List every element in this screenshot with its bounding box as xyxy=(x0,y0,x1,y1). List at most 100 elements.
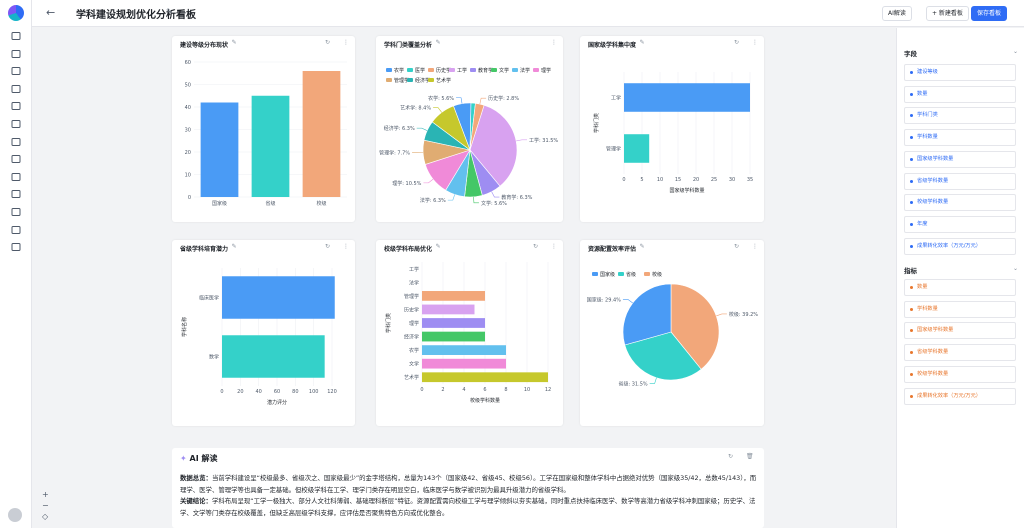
metric-field[interactable]: 校级学科数量 xyxy=(904,365,1016,383)
edit-chart-icon[interactable]: ✎ xyxy=(639,243,645,250)
bar[interactable] xyxy=(422,372,548,383)
bar[interactable] xyxy=(422,291,485,301)
bar[interactable] xyxy=(422,331,485,342)
bar[interactable] xyxy=(624,83,750,112)
delete-icon[interactable]: 🗑 xyxy=(746,453,754,460)
car-icon[interactable] xyxy=(11,172,21,181)
more-icon[interactable]: ⋮ xyxy=(551,39,557,46)
more-icon[interactable]: ⋮ xyxy=(752,243,758,250)
bar[interactable] xyxy=(251,95,290,197)
refresh-icon[interactable]: ↻ xyxy=(325,243,331,250)
edit-title-icon[interactable]: ✎ xyxy=(166,7,173,16)
fields-title: 字段 xyxy=(904,50,917,58)
pie-slice[interactable] xyxy=(622,283,672,346)
avatar[interactable] xyxy=(8,508,22,522)
chevron-down-icon[interactable]: ⌄ xyxy=(1013,48,1019,55)
dimension-field[interactable]: 建设等级 xyxy=(904,64,1016,81)
zoom-in-button[interactable]: + xyxy=(42,490,49,499)
dimension-field[interactable]: 省级学科数量 xyxy=(904,172,1016,190)
chart-card[interactable]: 校级学科布局优化 ✎ ↻ ⋮ 0 2 4 6 8 10 12 工学 法学 管理学 历史学 理学 经济学 农学 文学艺… xyxy=(376,240,563,426)
doc-icon[interactable] xyxy=(11,190,21,199)
metric-field[interactable]: 国家级学科数量 xyxy=(904,322,1016,340)
chart-card[interactable]: 国家级学科集中度 ✎ ↻ ⋮ 0 5 10 15 20 25 30 35 工学 管理学 国家级学科数量 学科门… xyxy=(580,36,764,222)
settings-icon[interactable] xyxy=(11,243,21,252)
metric-field[interactable]: 成果转化效率（万元/万元） xyxy=(904,387,1016,405)
dimension-field[interactable]: 校级学科数量 xyxy=(904,194,1016,212)
field-dot-icon xyxy=(910,136,913,140)
field-label: 学科门类 xyxy=(917,112,938,119)
field-dot-icon xyxy=(910,201,913,205)
edit-chart-icon[interactable]: ✎ xyxy=(639,39,645,46)
layers-icon[interactable] xyxy=(11,120,21,128)
drop-icon[interactable] xyxy=(11,67,21,76)
pie-slice[interactable] xyxy=(670,283,720,370)
refresh-icon[interactable]: ↻ xyxy=(728,453,734,460)
legend-swatch xyxy=(470,68,476,72)
more-icon[interactable]: ⋮ xyxy=(343,243,349,250)
refresh-icon[interactable]: ↻ xyxy=(734,39,740,46)
metric-field[interactable]: 省级学科数量 xyxy=(904,344,1016,362)
save-dashboard-button[interactable]: 保存看板 xyxy=(971,6,1008,21)
chart-title: 省级学科培育潜力 xyxy=(180,246,229,253)
cube-icon[interactable] xyxy=(11,84,21,93)
cube-icon[interactable] xyxy=(11,102,21,111)
dimension-field[interactable]: 学科数量 xyxy=(904,129,1016,147)
legend-label: 教育学 xyxy=(478,67,493,74)
chart-card[interactable]: 省级学科培育潜力 ✎ ↻ ⋮ 0 20 40 60 80 100 120 临床医学 数学 潜力评分 学科名称 xyxy=(172,240,355,426)
chevron-down-icon[interactable]: ⌄ xyxy=(1013,265,1019,272)
bar[interactable] xyxy=(422,304,475,315)
slice-label: 工学: 31.5% xyxy=(529,137,558,144)
edit-chart-icon[interactable]: ✎ xyxy=(435,243,441,250)
refresh-icon[interactable]: ↻ xyxy=(734,243,740,250)
metric-field[interactable]: 数量 xyxy=(904,279,1016,296)
bar[interactable] xyxy=(422,345,506,355)
fit-view-button[interactable]: ◇ xyxy=(42,512,49,521)
more-icon[interactable]: ⋮ xyxy=(752,39,758,46)
bar[interactable] xyxy=(422,358,506,369)
pie-slice[interactable] xyxy=(624,331,702,381)
table-icon[interactable] xyxy=(11,49,21,58)
field-dot-icon xyxy=(910,329,913,333)
bar[interactable] xyxy=(624,134,650,163)
edit-chart-icon[interactable]: ✎ xyxy=(231,39,237,46)
dimension-field[interactable]: 成果转化效率（万元/万元） xyxy=(904,237,1016,255)
pie-slice[interactable] xyxy=(431,105,471,151)
bar[interactable] xyxy=(200,102,239,198)
grid-icon[interactable] xyxy=(11,32,21,40)
more-icon[interactable]: ⋮ xyxy=(343,39,349,46)
bar[interactable] xyxy=(302,71,341,197)
legend-swatch xyxy=(386,68,392,72)
metric-field[interactable]: 学科数量 xyxy=(904,300,1016,318)
dimension-field[interactable]: 学科门类 xyxy=(904,107,1016,125)
chart-card[interactable]: 建设等级分布现状 ✎ ↻ ⋮ 0 10 20 30 40 50 60 国家级 省级 校级 xyxy=(172,36,355,222)
back-arrow-icon[interactable]: ← xyxy=(46,6,56,19)
chart-icon[interactable] xyxy=(11,155,21,164)
x-tick-label: 10 xyxy=(524,387,530,393)
bar[interactable] xyxy=(222,335,325,378)
bar[interactable] xyxy=(422,318,485,328)
zoom-out-button[interactable]: − xyxy=(42,501,49,510)
chart-title: 校级学科布局优化 xyxy=(384,246,433,253)
refresh-icon[interactable]: ↻ xyxy=(533,243,539,250)
label-leader xyxy=(649,377,657,384)
chart-card[interactable]: 学科门类覆盖分析 ✎ ⋮ 农学 医学 历史学 工学 教育学 文学 法学 理学 管理学 经济学 艺术学 农学:… xyxy=(376,36,563,222)
dimension-field[interactable]: 数量 xyxy=(904,85,1016,103)
y-tick-label: 20 xyxy=(185,150,191,156)
dimension-field[interactable]: 国家级学科数量 xyxy=(904,150,1016,168)
edit-chart-icon[interactable]: ✎ xyxy=(435,39,441,46)
ai-interpret-button[interactable]: AI解读 xyxy=(882,6,912,21)
dimension-field[interactable]: 年度 xyxy=(904,215,1016,233)
x-tick-label: 0 xyxy=(622,177,625,183)
globe-icon[interactable] xyxy=(11,137,21,146)
bars-icon[interactable] xyxy=(11,225,21,234)
bar[interactable] xyxy=(222,276,335,319)
refresh-icon[interactable]: ↻ xyxy=(325,39,331,46)
new-dashboard-button[interactable]: + 新建看板 xyxy=(926,6,969,21)
more-icon[interactable]: ⋮ xyxy=(551,243,557,250)
overview-label: 数据总览： xyxy=(180,474,212,482)
bars-icon[interactable] xyxy=(11,208,21,216)
edit-chart-icon[interactable]: ✎ xyxy=(231,243,237,250)
chart-card[interactable]: 资源配置效率评估 ✎ ↻ ⋮ 国家级 省级 校级 校级: 39.2% 省级: 31.5% 国家级:… xyxy=(580,240,764,426)
